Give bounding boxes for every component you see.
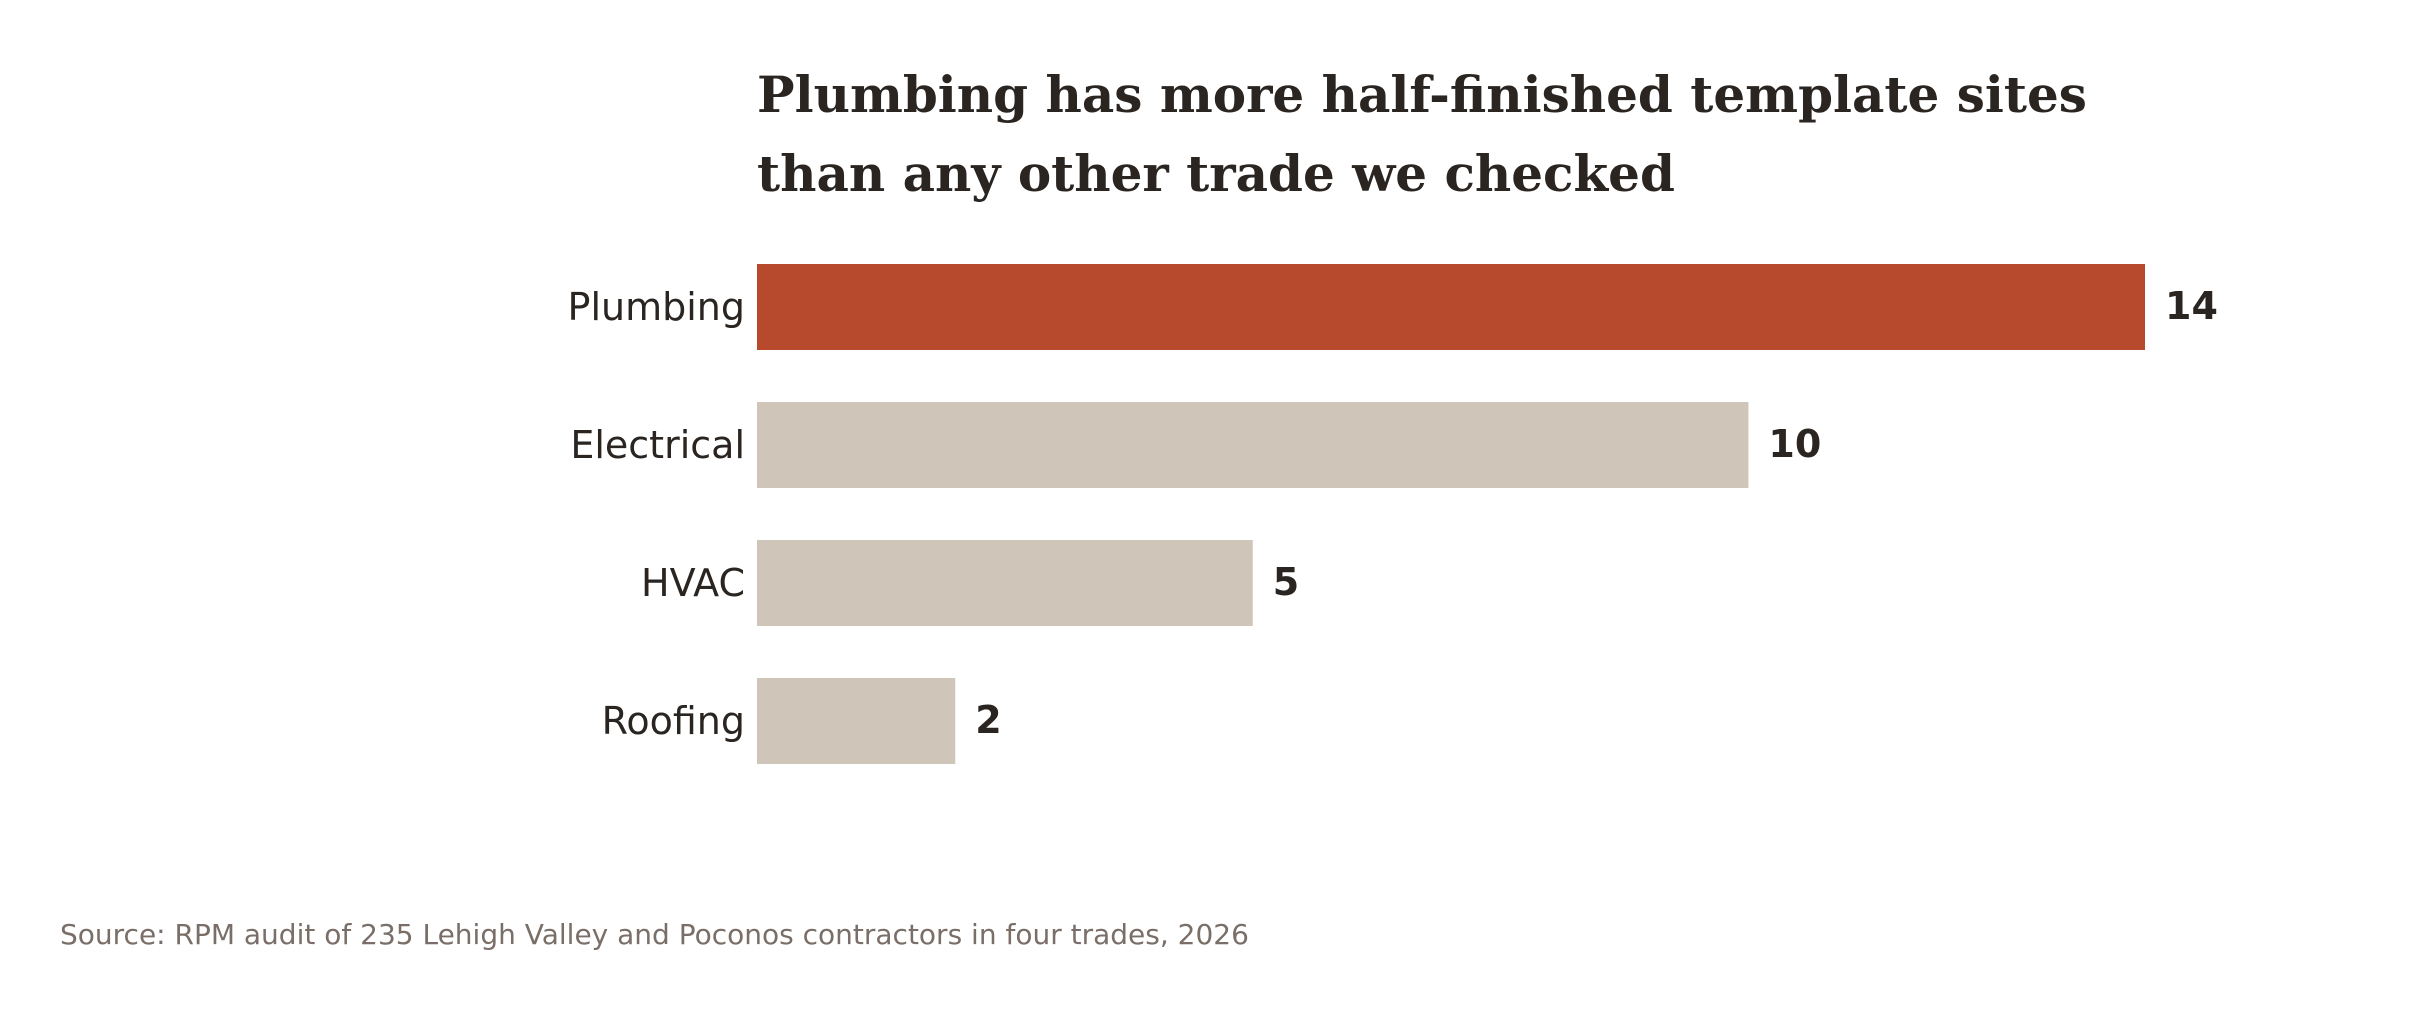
value-label-hvac: 5 xyxy=(1273,560,1299,604)
category-label-hvac: HVAC xyxy=(641,561,745,605)
bar-roofing xyxy=(757,678,956,764)
bar-plumbing xyxy=(757,264,2145,350)
value-label-electrical: 10 xyxy=(1768,422,1821,466)
value-label-roofing: 2 xyxy=(975,698,1001,742)
source-note: Source: RPM audit of 235 Lehigh Valley a… xyxy=(60,918,1249,951)
bar-electrical xyxy=(757,402,1749,488)
category-label-electrical: Electrical xyxy=(570,423,745,467)
bar-hvac xyxy=(757,540,1253,626)
category-label-plumbing: Plumbing xyxy=(568,285,745,329)
chart-title-line-2: than any other trade we checked xyxy=(757,144,1675,203)
bars-group: Plumbing 14 Electrical 10 HVAC 5 Roofing 2 xyxy=(568,264,2218,764)
chart-title-line-1: Plumbing has more half-finished template… xyxy=(757,65,2087,124)
category-label-roofing: Roofing xyxy=(602,699,745,743)
value-label-plumbing: 14 xyxy=(2165,284,2218,328)
